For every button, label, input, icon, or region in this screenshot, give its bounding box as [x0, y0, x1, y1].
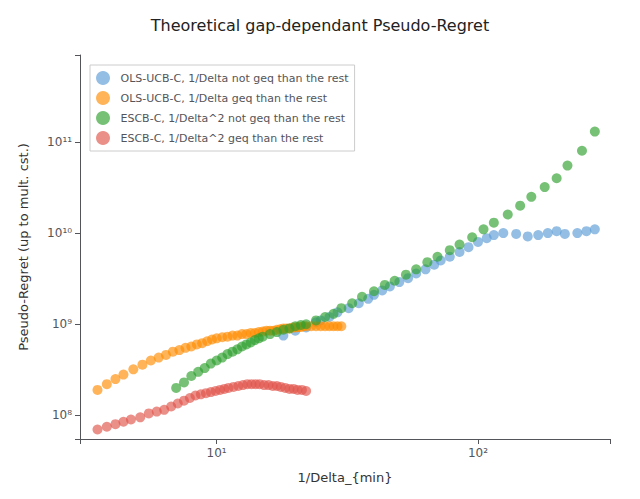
svg-text:10²: 10²	[468, 446, 488, 460]
svg-text:10¹: 10¹	[207, 446, 227, 460]
svg-text:10⁹: 10⁹	[52, 317, 72, 331]
svg-text:ESCB-C, 1/Delta^2 geq than the: ESCB-C, 1/Delta^2 geq than the rest	[121, 132, 325, 145]
svg-text:1/Delta_{min}: 1/Delta_{min}	[298, 470, 393, 485]
svg-text:Theoretical gap-dependant Pseu: Theoretical gap-dependant Pseudo-Regret	[150, 16, 489, 35]
svg-text:10⁸: 10⁸	[52, 408, 72, 422]
svg-text:10¹¹: 10¹¹	[47, 135, 72, 149]
svg-text:OLS-UCB-C, 1/Delta not geq tha: OLS-UCB-C, 1/Delta not geq than the rest	[121, 72, 350, 85]
svg-text:OLS-UCB-C, 1/Delta geq than th: OLS-UCB-C, 1/Delta geq than the rest	[121, 92, 328, 105]
svg-text:Pseudo-Regret (up to mult. cst: Pseudo-Regret (up to mult. cst.)	[16, 143, 31, 351]
svg-text:ESCB-C, 1/Delta^2 not geq than: ESCB-C, 1/Delta^2 not geq than the rest	[121, 112, 346, 125]
svg-text:10¹⁰: 10¹⁰	[47, 226, 72, 240]
